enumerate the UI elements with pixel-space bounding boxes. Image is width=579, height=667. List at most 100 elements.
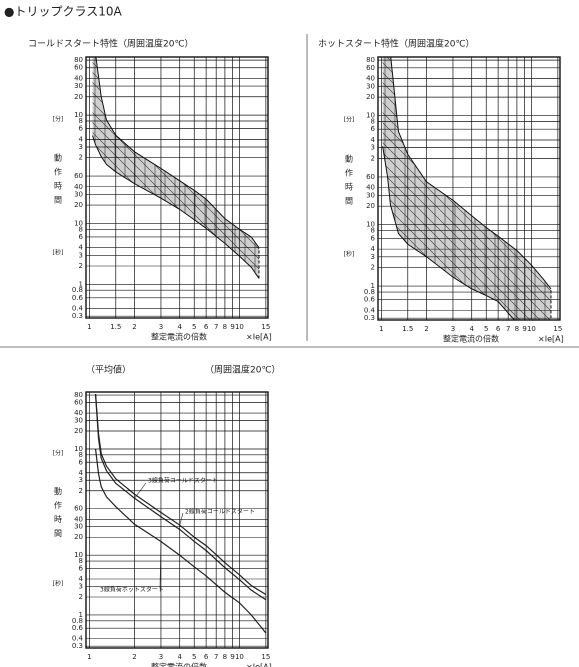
y-tick-label: 1 [79, 280, 83, 288]
x-tick-label: 2 [132, 653, 136, 661]
band-lower [382, 146, 515, 320]
note: （周囲温度20℃） [205, 364, 281, 376]
x-axis-label: 整定電流の倍数 [151, 332, 207, 342]
y-tick-label: 4 [79, 244, 84, 252]
y-tick-label: 4 [79, 575, 84, 583]
y-tick-label: 30 [74, 523, 83, 531]
x-tick-label: 15 [553, 325, 562, 333]
y-tick-label: 0.6 [72, 294, 84, 302]
x-tick-label: 4 [469, 325, 474, 333]
y-tick-label: 3 [371, 253, 375, 261]
y-tick-label: 4 [371, 245, 376, 253]
y-tick-label: 2 [79, 154, 83, 162]
y-tick-label: 1 [79, 611, 83, 619]
chart-title: ホットスタート特性（周囲温度20℃） [318, 38, 475, 50]
y-tick-label: 8 [371, 227, 375, 235]
x-tick-label: 7 [214, 323, 218, 331]
y-tick-label: 20 [366, 93, 375, 101]
y-tick-label: 0.6 [72, 624, 84, 632]
x-tick-label: 2 [424, 325, 428, 333]
plot-frame [85, 391, 269, 649]
y-tick-label: 10 [74, 111, 83, 119]
band-upper [390, 57, 552, 290]
x-tick-label: 1.5 [402, 325, 413, 333]
y-tick-label: 0.4 [364, 306, 376, 314]
y-tick-label: 0.8 [364, 288, 375, 296]
x-tick-label: 10 [527, 325, 536, 333]
chart-title: コールドスタート特性（周囲温度20℃） [28, 38, 194, 50]
x-tick-label: 3 [159, 653, 163, 661]
y-tick-label: 0.4 [72, 305, 84, 313]
y-tick-label: 6 [371, 125, 376, 133]
y-tick-label: 2 [79, 593, 83, 601]
y-unit: [分] [344, 116, 355, 124]
plot: 1 1.5 2 3 4 5 6 7 8 9 10 15806040302010864326040302… [344, 56, 564, 344]
y-tick-label: 60 [366, 173, 375, 181]
y-axis-label: 動作時間 [54, 154, 63, 210]
y-tick-label: 2 [79, 487, 83, 495]
y-tick-label: 6 [79, 564, 84, 572]
y-axis-label: 動作時間 [54, 487, 63, 543]
y-tick-label: 20 [74, 533, 83, 541]
y-tick-label: 1 [371, 282, 375, 290]
x-tick-label: 1 [87, 653, 91, 661]
note: （平均値） [86, 364, 131, 376]
y-tick-label: 40 [74, 409, 83, 417]
y-tick-label: 40 [366, 184, 375, 192]
y-tick-label: 0.6 [364, 296, 376, 304]
x-tick-label: 1.5 [110, 323, 121, 331]
x-tick-label: 2 [132, 323, 136, 331]
plot-frame [85, 56, 269, 319]
x-tick-label: 6 [204, 653, 209, 661]
y-tick-label: 80 [74, 391, 83, 399]
band-area [92, 57, 259, 279]
y-tick-label: 2 [371, 264, 375, 272]
x-tick-label: 15 [261, 653, 270, 661]
y-tick-label: 60 [74, 505, 83, 513]
y-tick-label: 3 [371, 144, 375, 152]
y-tick-label: 20 [74, 201, 83, 209]
y-tick-label: 6 [79, 125, 84, 133]
x-tick-label: 15 [261, 323, 270, 331]
y-tick-label: 60 [74, 64, 83, 72]
y-tick-label: 80 [74, 56, 83, 64]
x-tick-label: 7 [214, 653, 218, 661]
data-layer [382, 57, 552, 320]
y-tick-label: 0.8 [72, 286, 83, 294]
y-unit: [分] [53, 115, 64, 123]
y-tick-label: 8 [371, 118, 375, 126]
x-tick-label: 8 [223, 323, 227, 331]
x-tick-label: 5 [192, 653, 196, 661]
y-tick-label: 80 [366, 56, 375, 64]
y-unit: [分] [53, 449, 64, 457]
y-tick-label: 0.4 [72, 635, 84, 643]
y-tick-label: 20 [74, 427, 83, 435]
x-tick-label: 10 [235, 653, 244, 661]
y-unit: [秒] [344, 250, 355, 258]
curve [94, 393, 267, 596]
x-tick-label: 1 [379, 325, 383, 333]
y-tick-label: 8 [79, 225, 83, 233]
y-tick-label: 10 [74, 445, 83, 453]
curve [94, 393, 267, 601]
y-tick-label: 6 [79, 233, 84, 241]
y-tick-label: 10 [366, 221, 375, 229]
page-title: ●トリップクラス10A [4, 5, 123, 19]
y-tick-label: 6 [371, 234, 376, 242]
y-tick-label: 8 [79, 117, 83, 125]
y-tick-label: 4 [79, 135, 84, 143]
y-axis-label: 動作時間 [345, 154, 354, 210]
y-unit: [秒] [53, 580, 64, 588]
x-tick-label: 7 [506, 325, 510, 333]
y-tick-label: 10 [74, 551, 83, 559]
y-tick-label: 4 [371, 136, 376, 144]
y-tick-label: 40 [74, 74, 83, 82]
x-tick-label: 6 [496, 325, 501, 333]
x-tick-label: 5 [484, 325, 488, 333]
x-unit: ×Ie[A] [538, 335, 564, 344]
x-axis-label: 整定電流の倍数 [151, 662, 207, 667]
y-tick-label: 0.3 [364, 314, 375, 322]
x-tick-label: 9 [522, 325, 526, 333]
